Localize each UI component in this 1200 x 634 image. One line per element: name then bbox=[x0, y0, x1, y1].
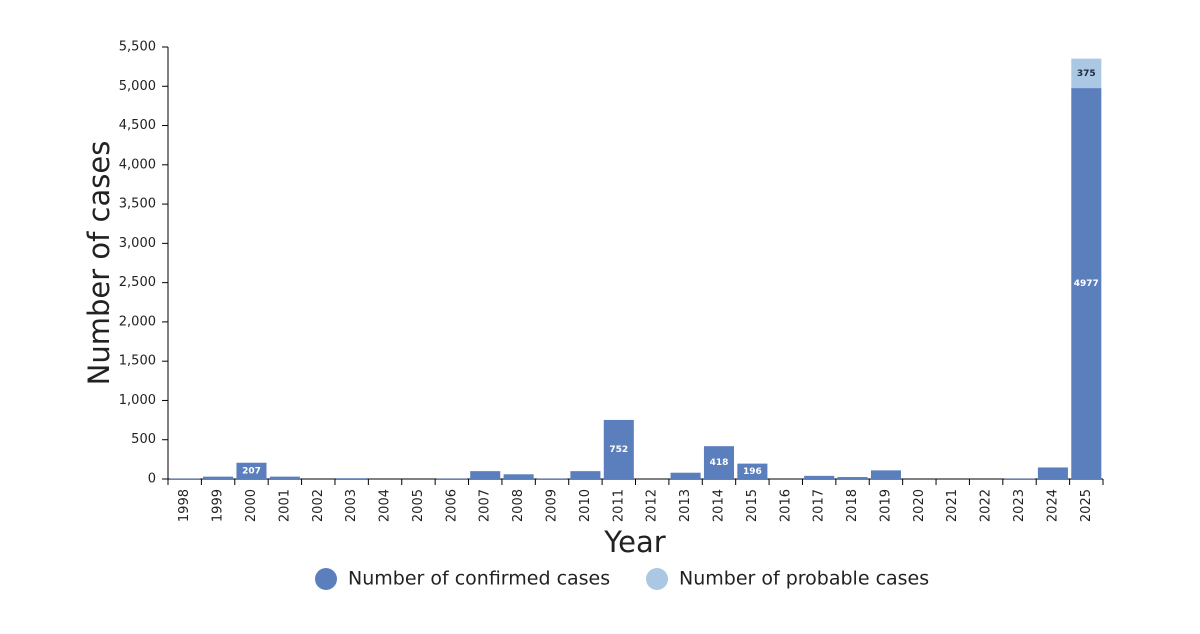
bar-segment bbox=[470, 471, 501, 479]
x-tick-label: 2008 bbox=[511, 489, 526, 522]
y-axis-title: Number of cases bbox=[82, 141, 116, 386]
x-tick-label: 1999 bbox=[211, 489, 226, 522]
x-tick-label: 2004 bbox=[378, 489, 393, 522]
x-tick-label: 2013 bbox=[678, 489, 693, 522]
bar-segment bbox=[603, 419, 634, 479]
bar-label: 4977 bbox=[1074, 279, 1099, 289]
y-tick-label: 2,500 bbox=[119, 275, 156, 290]
x-tick-label: 2020 bbox=[912, 489, 927, 522]
legend-label: Number of probable cases bbox=[679, 568, 929, 590]
x-tick-label: 2011 bbox=[611, 489, 626, 522]
x-tick-label: 2001 bbox=[277, 489, 292, 522]
bar-segment bbox=[737, 463, 768, 479]
x-tick-label: 2003 bbox=[344, 489, 359, 522]
x-tick-label: 2024 bbox=[1045, 489, 1060, 522]
bar-segment bbox=[870, 470, 901, 479]
y-tick-label: 5,000 bbox=[119, 79, 156, 94]
legend-swatch bbox=[315, 568, 337, 590]
x-axis-title: Year bbox=[603, 525, 665, 559]
bar-segment bbox=[336, 478, 367, 479]
y-tick-label: 1,500 bbox=[119, 354, 156, 369]
x-tick-label: 2000 bbox=[244, 489, 259, 522]
x-tick-label: 2010 bbox=[578, 489, 593, 522]
bar-label: 207 bbox=[242, 466, 261, 476]
bar-segment bbox=[203, 476, 234, 479]
x-tick-label: 2009 bbox=[545, 489, 560, 522]
y-tick-label: 5,500 bbox=[119, 40, 156, 55]
y-tick-label: 2,000 bbox=[119, 314, 156, 329]
x-tick-label: 2015 bbox=[745, 489, 760, 522]
bar-segment bbox=[1071, 58, 1102, 89]
bar-segment bbox=[269, 476, 300, 479]
y-tick-label: 3,000 bbox=[119, 236, 156, 251]
y-tick-label: 0 bbox=[148, 472, 156, 487]
legend-label: Number of confirmed cases bbox=[348, 568, 610, 590]
y-tick-label: 1,000 bbox=[119, 393, 156, 408]
y-tick-label: 4,500 bbox=[119, 118, 156, 133]
y-tick-label: 4,000 bbox=[119, 157, 156, 172]
y-tick-label: 500 bbox=[131, 432, 156, 447]
x-tick-label: 2007 bbox=[478, 489, 493, 522]
y-tick-label: 3,500 bbox=[119, 197, 156, 212]
bar-segment bbox=[503, 474, 534, 479]
x-tick-label: 2014 bbox=[711, 489, 726, 522]
x-tick-label: 2005 bbox=[411, 489, 426, 522]
x-tick-label: 2021 bbox=[945, 489, 960, 522]
x-tick-label: 2025 bbox=[1079, 489, 1094, 522]
x-tick-label: 2002 bbox=[311, 489, 326, 522]
x-tick-label: 2006 bbox=[444, 489, 459, 522]
bar-segment bbox=[703, 446, 735, 479]
x-tick-label: 2019 bbox=[878, 489, 893, 522]
x-tick-label: 2018 bbox=[845, 489, 860, 522]
bar-segment bbox=[804, 475, 835, 479]
bar-segment bbox=[1071, 88, 1102, 479]
bar-segment bbox=[1037, 467, 1068, 479]
bar-segment bbox=[670, 472, 701, 479]
x-tick-label: 2016 bbox=[778, 489, 793, 522]
x-tick-label: 1998 bbox=[177, 489, 192, 522]
bar-segment bbox=[570, 471, 601, 479]
bar-segment bbox=[236, 462, 267, 479]
bar-label: 752 bbox=[609, 445, 628, 455]
bar-label: 375 bbox=[1077, 69, 1096, 79]
x-tick-label: 2023 bbox=[1012, 489, 1027, 522]
x-tick-label: 2012 bbox=[645, 489, 660, 522]
bar-segment bbox=[837, 477, 868, 479]
bar-label: 418 bbox=[710, 458, 729, 468]
legend-swatch bbox=[646, 568, 668, 590]
x-tick-label: 2022 bbox=[979, 489, 994, 522]
bar-label: 196 bbox=[743, 467, 762, 477]
x-tick-label: 2017 bbox=[812, 489, 827, 522]
